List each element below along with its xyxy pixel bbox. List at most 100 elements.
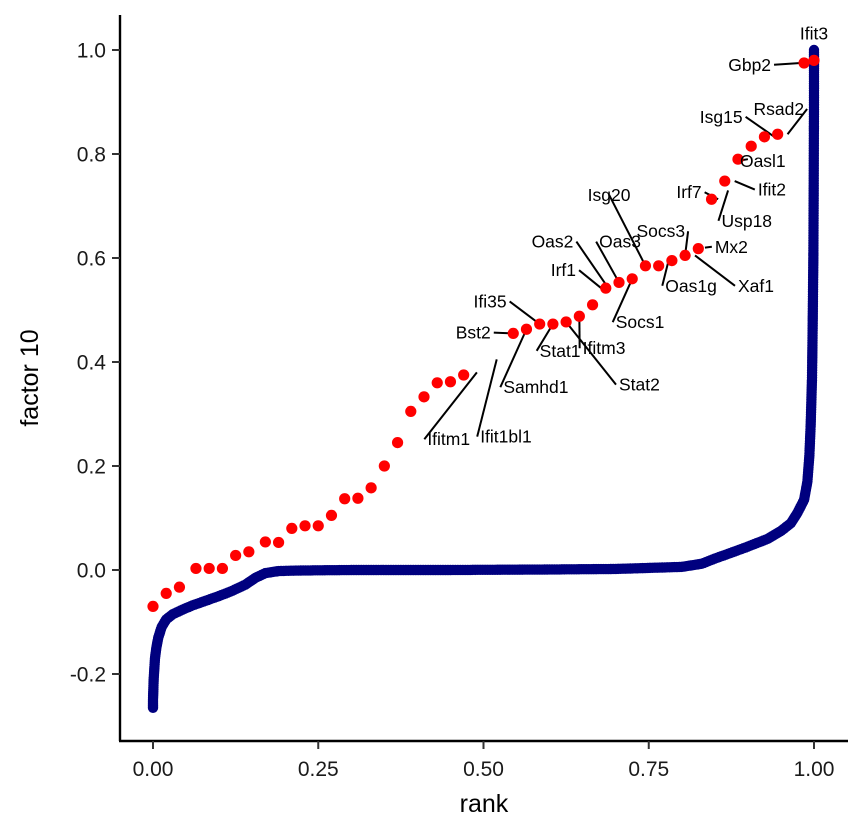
highlighted-gene-point [352,492,364,504]
gene-label: Ifit1bl1 [480,427,532,447]
highlighted-gene-point [719,175,731,187]
y-ticks: -0.2 0.0 0.2 0.4 0.6 0.8 1.0 [70,40,120,687]
leader-line [509,300,541,325]
x-tick-label: 0.75 [628,758,669,781]
highlighted-gene-point [547,318,559,330]
gene-label: Ifi35 [474,291,507,311]
highlighted-gene-point [666,255,678,267]
gene-label: Stat2 [619,375,660,395]
leader-line [595,241,620,283]
highlighted-gene-point [243,546,255,558]
background-gene-point [808,44,820,56]
leader-line [578,269,604,290]
highlighted-gene-point [216,562,229,575]
y-tick-label: -0.2 [70,664,106,687]
leader-line [717,190,730,222]
leader-line [499,328,528,388]
gene-label: Rsad2 [753,99,804,119]
highlighted-gene-point [259,536,271,548]
y-tick-label: 0.2 [77,456,106,479]
gene-labels: Ifit3 Gbp2 Rsad2 Isg15 Oasl1 Ifit2 Irf7 Usp18 Is… [427,24,828,450]
highlighted-gene-point [444,376,457,388]
x-tick-label: 0.00 [133,758,174,781]
highlighted-gene-point [405,405,417,417]
gene-label: Irf1 [551,260,576,280]
gene-label: Oas2 [532,232,574,252]
y-tick-label: 1.0 [77,40,106,63]
highlighted-gene-point [613,276,625,289]
leader-line [608,194,647,267]
gene-label: Samhd1 [503,377,568,397]
highlighted-gene-point [560,316,572,328]
highlighted-gene-point [286,522,298,535]
highlighted-gene-point [507,327,519,339]
gene-label: Oas3 [599,232,641,252]
gene-label: Ifit3 [800,24,828,44]
gene-label: Stat1 [540,341,581,361]
highlighted-gene-point [600,282,612,294]
highlighted-gene-point [391,437,404,449]
gene-label: Socs1 [616,312,665,332]
y-tick-label: 0.6 [77,248,106,271]
highlighted-gene-point [573,310,585,322]
highlighted-gene-point [203,562,215,575]
highlighted-gene-point [325,509,338,521]
highlighted-gene-point [772,128,784,140]
y-tick-label: 0.4 [77,352,107,375]
gene-label: Isg15 [700,107,743,127]
gene-label: Gbp2 [728,55,771,75]
y-tick-label: 0.8 [77,144,106,167]
highlighted-gene-point [299,520,311,532]
highlighted-gene-point [705,193,718,205]
highlighted-gene-point [190,562,202,575]
highlighted-gene-point [808,54,820,66]
highlighted-gene-point [626,273,638,285]
highlighted-gene-point [431,377,443,389]
highlighted-gene-point [418,391,430,403]
background-gene-points [147,44,820,713]
gene-label: Ifit2 [758,180,786,200]
leader-line [694,254,736,287]
x-ticks: 0.00 0.25 0.50 0.75 1.00 [133,741,834,781]
highlighted-gene-point [365,482,377,494]
highlighted-gene-point [272,536,285,549]
y-axis-title: factor 10 [16,329,44,426]
gene-label: Socs3 [636,221,685,241]
leader-line [661,260,670,287]
gene-label: Ifitm3 [583,338,626,358]
highlighted-gene-point [758,131,771,143]
leader-line [575,241,610,290]
highlighted-gene-point [520,323,533,335]
highlighted-gene-point [147,600,159,613]
gene-label: Oasl1 [740,151,786,171]
leader-line [786,108,808,135]
highlighted-gene-point [312,520,324,532]
highlighted-gene-point [339,493,351,505]
leader-line [734,180,756,191]
highlighted-gene-point [679,249,691,261]
highlighted-gene-point [639,260,652,272]
leader-line [611,278,634,323]
gene-label: Irf7 [676,182,701,202]
gene-label: Usp18 [721,211,772,231]
gene-label: Bst2 [456,323,491,343]
highlighted-gene-point [798,57,810,69]
highlighted-gene-point [160,587,172,600]
highlighted-gene-point [745,140,757,152]
highlighted-gene-point [586,299,599,311]
leader-line [565,321,617,386]
gene-label: Isg20 [588,185,631,205]
highlighted-gene-point [458,369,470,381]
highlighted-gene-point [653,260,665,272]
gene-label: Ifitm1 [427,429,470,449]
highlighted-gene-point [173,581,186,593]
leader-line [476,359,498,437]
gene-label: Xaf1 [738,276,774,296]
leader-line [704,245,712,249]
leader-line [773,62,801,66]
highlighted-gene-point [378,460,390,472]
highlighted-gene-point [692,243,704,255]
highlighted-gene-points [147,54,820,613]
leader-line [423,371,478,440]
